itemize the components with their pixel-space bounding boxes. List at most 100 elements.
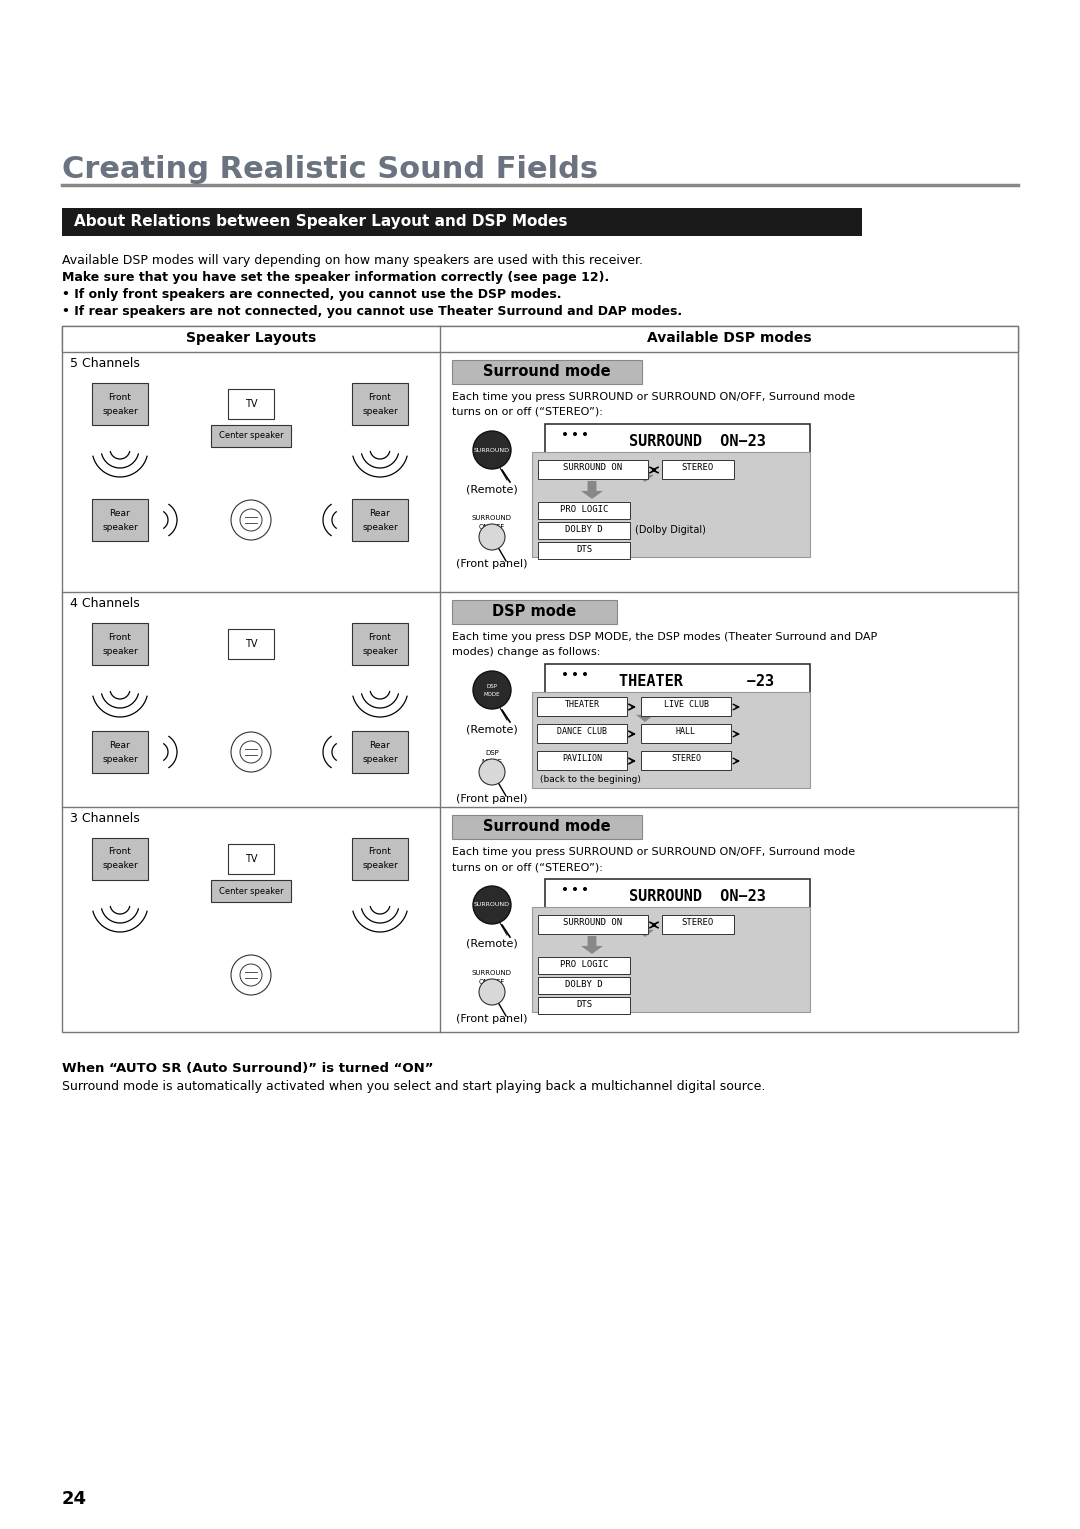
Bar bbox=[642, 751, 731, 771]
Text: (Front panel): (Front panel) bbox=[456, 1014, 528, 1024]
Text: • If rear speakers are not connected, you cannot use Theater Surround and DAP mo: • If rear speakers are not connected, yo… bbox=[62, 304, 683, 318]
Text: Front: Front bbox=[368, 393, 391, 402]
Bar bbox=[211, 425, 291, 446]
Text: (Remote): (Remote) bbox=[467, 485, 518, 494]
Text: DTS: DTS bbox=[576, 544, 592, 553]
Bar bbox=[538, 541, 630, 560]
Text: SURROUND: SURROUND bbox=[474, 902, 510, 908]
Bar bbox=[532, 453, 810, 557]
Text: (Front panel): (Front panel) bbox=[456, 560, 528, 569]
Text: STEREO: STEREO bbox=[681, 917, 714, 927]
Text: Front: Front bbox=[109, 633, 132, 642]
Bar bbox=[92, 498, 148, 541]
Text: Center speaker: Center speaker bbox=[218, 431, 283, 440]
Circle shape bbox=[583, 887, 588, 891]
Text: TV: TV bbox=[245, 639, 257, 648]
Text: Make sure that you have set the speaker information correctly (see page 12).: Make sure that you have set the speaker … bbox=[62, 271, 609, 284]
Bar bbox=[537, 697, 627, 716]
Circle shape bbox=[563, 433, 567, 436]
Text: SURROUND: SURROUND bbox=[474, 448, 510, 453]
Bar bbox=[538, 502, 630, 518]
Polygon shape bbox=[581, 482, 603, 498]
Circle shape bbox=[480, 758, 505, 784]
Circle shape bbox=[583, 433, 588, 436]
Bar bbox=[538, 997, 630, 1014]
Text: THEATER       −23: THEATER −23 bbox=[620, 674, 774, 690]
Text: 24: 24 bbox=[62, 1489, 87, 1508]
Circle shape bbox=[583, 673, 588, 676]
Text: (Front panel): (Front panel) bbox=[456, 794, 528, 804]
Bar bbox=[92, 622, 148, 665]
Text: SURROUND: SURROUND bbox=[472, 969, 512, 976]
Circle shape bbox=[573, 887, 577, 891]
Bar bbox=[453, 599, 617, 624]
Text: TV: TV bbox=[245, 855, 257, 864]
Text: speaker: speaker bbox=[362, 647, 397, 656]
Text: speaker: speaker bbox=[103, 647, 138, 656]
Bar bbox=[228, 628, 274, 659]
Text: DANCE CLUB: DANCE CLUB bbox=[557, 726, 607, 735]
Polygon shape bbox=[636, 920, 654, 937]
Circle shape bbox=[563, 887, 567, 891]
Text: MODE: MODE bbox=[482, 758, 502, 764]
Text: Each time you press SURROUND or SURROUND ON/OFF, Surround mode: Each time you press SURROUND or SURROUND… bbox=[453, 391, 855, 402]
Text: Rear: Rear bbox=[369, 740, 390, 749]
Text: Surround mode: Surround mode bbox=[483, 364, 611, 379]
Text: DTS: DTS bbox=[576, 1000, 592, 1009]
Text: Surround mode is automatically activated when you select and start playing back : Surround mode is automatically activated… bbox=[62, 1079, 766, 1093]
Bar bbox=[662, 460, 734, 479]
Circle shape bbox=[480, 979, 505, 1005]
Text: (Remote): (Remote) bbox=[467, 725, 518, 734]
Text: (back to the begining): (back to the begining) bbox=[540, 775, 640, 784]
Circle shape bbox=[573, 673, 577, 676]
Text: MODE: MODE bbox=[484, 691, 500, 697]
Bar bbox=[228, 388, 274, 419]
Bar bbox=[537, 751, 627, 771]
Bar bbox=[538, 521, 630, 540]
Text: ON/OFF: ON/OFF bbox=[478, 524, 505, 531]
Text: SURROUND ON: SURROUND ON bbox=[564, 917, 622, 927]
Text: speaker: speaker bbox=[103, 754, 138, 763]
Bar bbox=[92, 838, 148, 881]
Bar bbox=[642, 697, 731, 716]
Text: speaker: speaker bbox=[362, 861, 397, 870]
Bar bbox=[453, 815, 642, 839]
Bar bbox=[545, 664, 810, 703]
Bar bbox=[545, 424, 810, 463]
Circle shape bbox=[480, 524, 505, 550]
Text: 5 Channels: 5 Channels bbox=[70, 356, 140, 370]
Text: Available DSP modes: Available DSP modes bbox=[647, 330, 811, 346]
Bar bbox=[662, 914, 734, 934]
Text: Available DSP modes will vary depending on how many speakers are used with this : Available DSP modes will vary depending … bbox=[62, 254, 643, 268]
Text: SURROUND: SURROUND bbox=[472, 515, 512, 521]
Bar bbox=[532, 693, 810, 787]
Bar bbox=[92, 382, 148, 425]
Bar bbox=[538, 914, 648, 934]
Text: Each time you press DSP MODE, the DSP modes (Theater Surround and DAP: Each time you press DSP MODE, the DSP mo… bbox=[453, 631, 877, 642]
Bar bbox=[538, 977, 630, 994]
Text: PRO LOGIC: PRO LOGIC bbox=[559, 505, 608, 514]
Text: Surround mode: Surround mode bbox=[483, 820, 611, 833]
Text: 4 Channels: 4 Channels bbox=[70, 596, 139, 610]
Bar bbox=[538, 460, 648, 479]
Text: speaker: speaker bbox=[103, 861, 138, 870]
Bar bbox=[211, 881, 291, 902]
Bar bbox=[228, 844, 274, 875]
Polygon shape bbox=[636, 706, 654, 722]
Bar bbox=[538, 957, 630, 974]
Circle shape bbox=[473, 885, 511, 924]
Text: Front: Front bbox=[368, 633, 391, 642]
Text: Center speaker: Center speaker bbox=[218, 887, 283, 896]
Bar bbox=[352, 838, 408, 881]
Text: Front: Front bbox=[109, 393, 132, 402]
Text: DSP: DSP bbox=[486, 683, 498, 688]
Bar bbox=[352, 498, 408, 541]
Text: Each time you press SURROUND or SURROUND ON/OFF, Surround mode: Each time you press SURROUND or SURROUND… bbox=[453, 847, 855, 856]
Polygon shape bbox=[581, 936, 603, 954]
Circle shape bbox=[573, 433, 577, 436]
Text: Rear: Rear bbox=[110, 509, 131, 517]
Text: (Remote): (Remote) bbox=[467, 939, 518, 950]
Circle shape bbox=[563, 673, 567, 676]
Text: speaker: speaker bbox=[362, 407, 397, 416]
Bar bbox=[62, 208, 862, 235]
